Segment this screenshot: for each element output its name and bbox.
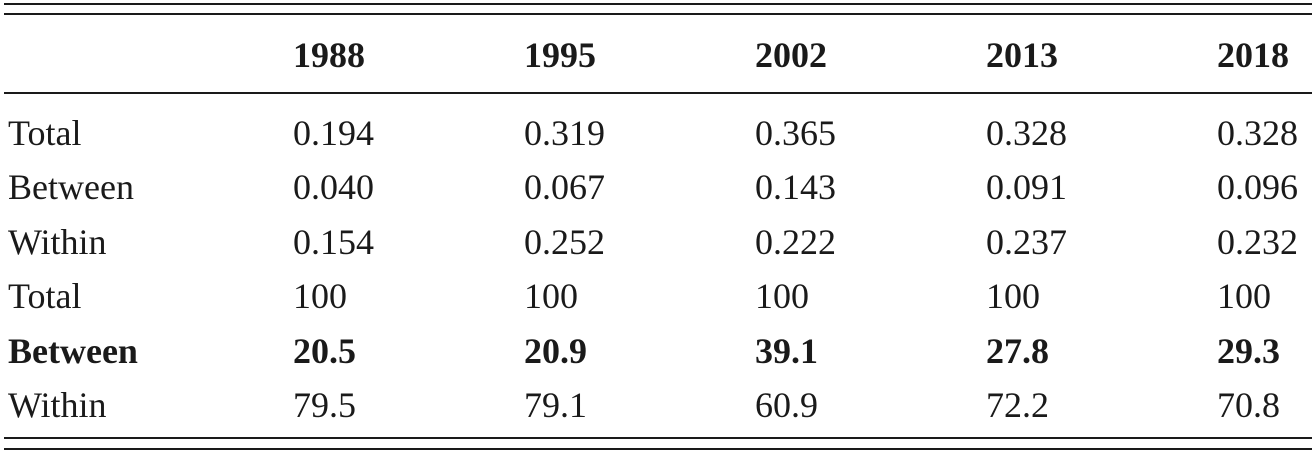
- table-cell: 0.222: [755, 221, 836, 262]
- table-cell: 79.5: [293, 385, 356, 425]
- table-cell: 0.365: [755, 113, 836, 153]
- row-label: Between: [8, 167, 134, 208]
- top-rule: [4, 3, 1312, 5]
- column-header: 2018: [1217, 35, 1289, 75]
- table-cell: 0.319: [524, 113, 605, 153]
- bottom-rule: [4, 448, 1312, 450]
- table-cell: 0.091: [986, 167, 1067, 208]
- table-cell: 60.9: [755, 385, 818, 425]
- table-cell: 0.328: [1217, 113, 1298, 153]
- table-cell: 0.154: [293, 221, 374, 262]
- table-cell: 0.096: [1217, 167, 1298, 208]
- table-cell: 20.5: [293, 330, 356, 371]
- table-cell: 20.9: [524, 330, 587, 371]
- table-cell: 0.328: [986, 113, 1067, 153]
- row-label: Within: [8, 221, 107, 262]
- top-rule: [4, 13, 1312, 15]
- column-header: 1995: [524, 35, 596, 75]
- table-cell: 100: [1217, 276, 1271, 317]
- table-cell: 100: [986, 276, 1040, 317]
- table-cell: 29.3: [1217, 330, 1280, 371]
- row-label: Within: [8, 385, 107, 425]
- column-header: 1988: [293, 35, 365, 75]
- table-cell: 70.8: [1217, 385, 1280, 425]
- bottom-rule: [4, 437, 1312, 439]
- column-header: 2002: [755, 35, 827, 75]
- table-cell: 100: [524, 276, 578, 317]
- table-cell: 0.040: [293, 167, 374, 208]
- table-cell: 27.8: [986, 330, 1049, 371]
- table-cell: 39.1: [755, 330, 818, 371]
- table-cell: 72.2: [986, 385, 1049, 425]
- table-cell: 0.237: [986, 221, 1067, 262]
- row-label: Between: [8, 330, 138, 371]
- table-cell: 100: [293, 276, 347, 317]
- table-cell: 0.067: [524, 167, 605, 208]
- table-cell: 0.194: [293, 113, 374, 153]
- table-cell: 79.1: [524, 385, 587, 425]
- table-cell: 100: [755, 276, 809, 317]
- table-cell: 0.252: [524, 221, 605, 262]
- row-label: Total: [8, 113, 82, 153]
- header-rule: [4, 92, 1312, 94]
- row-label: Total: [8, 276, 82, 317]
- column-header: 2013: [986, 35, 1058, 75]
- table-cell: 0.232: [1217, 221, 1298, 262]
- table-cell: 0.143: [755, 167, 836, 208]
